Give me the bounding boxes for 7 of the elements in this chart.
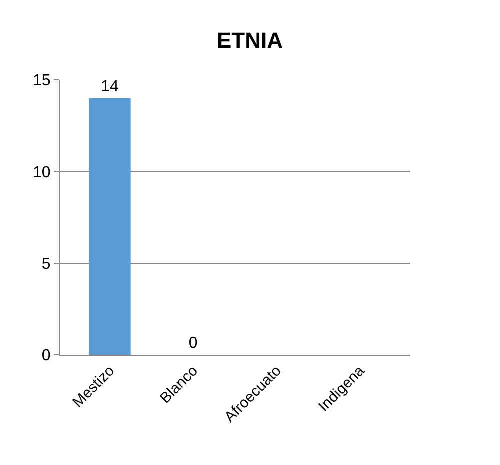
y-tick-label: 0 [42, 348, 51, 365]
y-tick-label: 15 [33, 72, 51, 90]
data-label: 0 [188, 335, 198, 352]
y-tick-label: 10 [33, 164, 51, 182]
data-label: 14 [101, 78, 119, 96]
y-tick-label: 5 [42, 256, 51, 273]
chart-title: ETNIA [217, 28, 284, 53]
